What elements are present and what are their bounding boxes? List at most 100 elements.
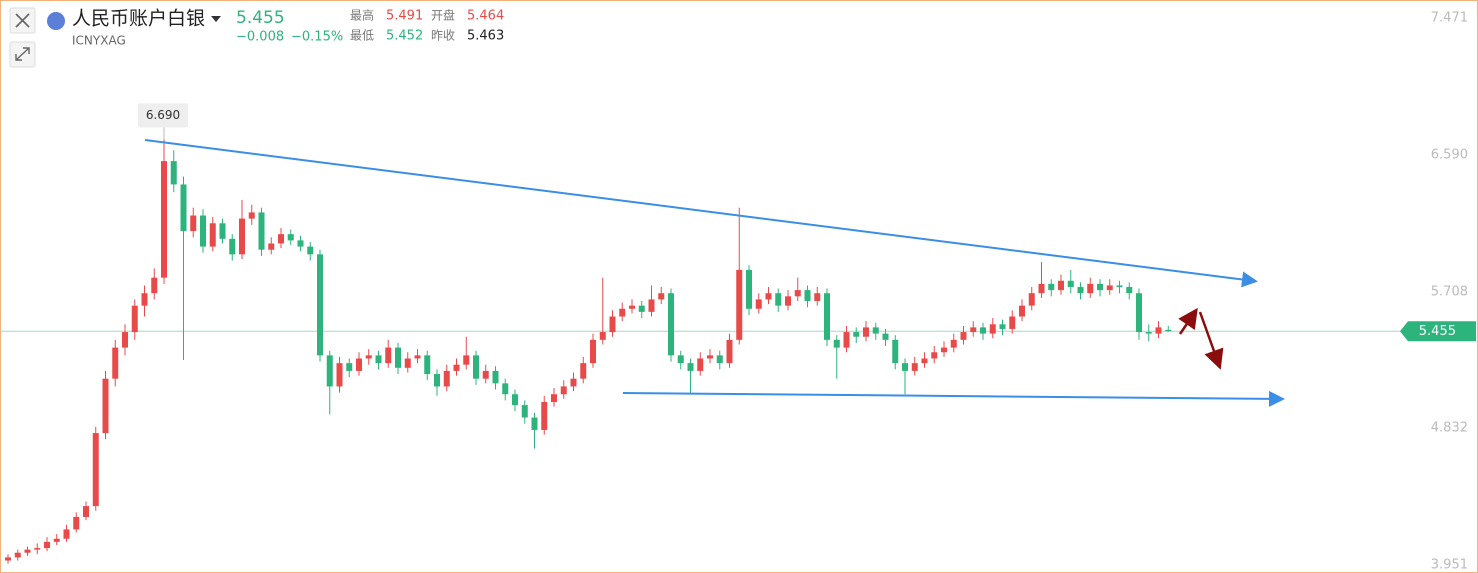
candle-body — [707, 355, 713, 359]
candle-body — [872, 327, 879, 334]
candle-body — [726, 339, 733, 364]
candle-body — [268, 243, 275, 250]
candle-body — [765, 293, 772, 300]
candle-body — [258, 212, 265, 250]
candle-body — [863, 327, 869, 337]
dropdown[interactable] — [211, 16, 221, 22]
candle-body — [24, 549, 31, 553]
candle-body — [1087, 283, 1094, 294]
candle-body — [843, 332, 850, 348]
candle-body — [775, 293, 782, 306]
candle-body — [161, 161, 167, 278]
candle-body — [365, 355, 372, 359]
open-label: 开盘 — [431, 8, 455, 23]
candle-body — [599, 332, 606, 340]
price: 5.455 — [236, 8, 285, 28]
candle-body — [170, 161, 177, 185]
candle-body — [785, 296, 791, 306]
prev: 5.463 — [467, 29, 504, 44]
symbol: ICNYXAG — [72, 34, 126, 48]
candle-body — [1019, 305, 1025, 317]
change: −0.008 — [236, 30, 284, 45]
candle-body — [1136, 293, 1142, 333]
candle-body — [1097, 283, 1103, 291]
candle-body — [336, 363, 343, 387]
candle-body — [326, 355, 333, 387]
candle-body — [1165, 329, 1172, 332]
candle-body — [697, 358, 704, 371]
trend-line-lower — [622, 390, 1285, 407]
candle-body — [521, 405, 528, 418]
low-label: 最低 — [350, 29, 374, 43]
instrument-name: 人民币账户白银 — [72, 8, 205, 30]
candle-body — [414, 355, 421, 359]
candle-body — [346, 363, 353, 371]
candle-body — [882, 333, 889, 340]
candle-body — [83, 506, 89, 517]
candle-body — [560, 386, 567, 395]
candle-body — [853, 332, 860, 337]
candle-body — [677, 355, 684, 364]
close-icon — [15, 13, 30, 28]
candle-body — [892, 339, 899, 364]
candle-body — [53, 538, 60, 542]
candle-body — [668, 293, 674, 356]
candle-body — [512, 394, 518, 406]
last-price-label: 5.455 — [1419, 324, 1456, 339]
candle-body — [63, 529, 70, 539]
candle-body — [443, 370, 450, 387]
candle-body — [180, 184, 187, 232]
y-tick-label: 4.832 — [1431, 421, 1468, 436]
candle-body — [151, 277, 158, 294]
candle-body — [239, 218, 245, 255]
candle-body — [1155, 327, 1162, 334]
candle-body — [356, 358, 362, 371]
candle-body — [980, 327, 986, 334]
candle-body — [375, 355, 382, 364]
change-pct: −0.15% — [291, 30, 343, 45]
candle-body — [1106, 285, 1113, 291]
candle-body — [736, 269, 743, 340]
candle-body — [92, 433, 99, 507]
max-marker-box — [138, 103, 188, 128]
candle-body — [590, 339, 596, 364]
candle-body — [746, 269, 752, 309]
candle-body — [141, 293, 148, 306]
candle-body — [482, 370, 489, 379]
candle-body — [34, 548, 41, 550]
candle-body — [434, 374, 440, 387]
candle-body — [609, 316, 616, 333]
y-tick-label: 5.708 — [1431, 284, 1468, 299]
candle-body — [1058, 280, 1064, 291]
y-tick-label: 6.590 — [1431, 147, 1468, 162]
candle-body — [911, 363, 918, 371]
candle-body — [658, 293, 665, 300]
max-marker-label: 6.690 — [146, 108, 180, 122]
candle-body — [200, 215, 206, 247]
candle-body — [1116, 285, 1123, 287]
candle-body — [570, 378, 577, 387]
candle-body — [629, 305, 635, 309]
candle-body — [931, 352, 938, 359]
y-tick-label: 3.951 — [1431, 558, 1468, 573]
candle-body — [902, 363, 908, 371]
candle-body — [122, 332, 128, 348]
candle-body — [453, 364, 460, 371]
candle-body — [950, 339, 957, 348]
candle-body — [73, 516, 80, 530]
candle-body — [317, 254, 323, 356]
candle-body — [1028, 293, 1035, 306]
candle-body — [989, 324, 996, 334]
candle-body — [1067, 280, 1074, 287]
prev-label: 昨收 — [431, 29, 455, 43]
candle-body — [131, 305, 138, 333]
high: 5.491 — [386, 9, 423, 24]
logo — [47, 12, 65, 30]
candle-body — [278, 234, 284, 244]
candle-body — [385, 347, 392, 364]
candle-body — [638, 305, 645, 312]
candle-body — [804, 290, 811, 301]
candle-body — [1048, 283, 1055, 291]
candle-body — [648, 299, 655, 312]
